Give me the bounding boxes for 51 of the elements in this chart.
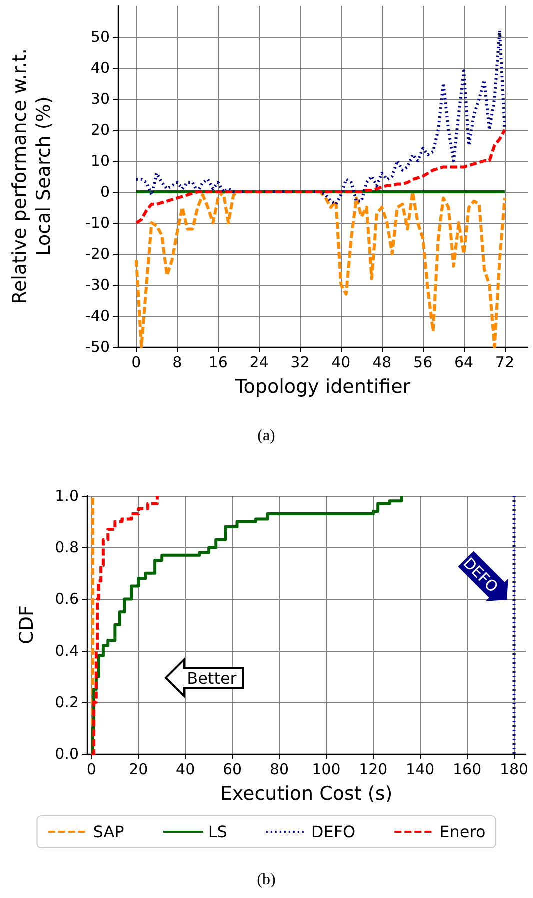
y-tick-label: -30 — [86, 276, 110, 294]
y-tick-label: 0.4 — [55, 642, 79, 660]
y-tick-label: -10 — [86, 214, 110, 232]
x-tick-label: 64 — [454, 354, 474, 372]
x-tick-label: 24 — [250, 354, 269, 372]
x-tick-label: 40 — [176, 760, 196, 778]
y-tick-label: -50 — [86, 338, 110, 356]
x-tick-label: 160 — [452, 760, 482, 778]
x-tick-label: 16 — [208, 354, 228, 372]
x-axis-title: Execution Cost (s) — [220, 783, 393, 805]
y-tick-label: 1.0 — [55, 487, 79, 505]
x-tick-label: 120 — [359, 760, 388, 778]
x-tick-label: 72 — [495, 354, 515, 372]
y-axis-title: CDF — [16, 606, 38, 644]
x-tick-label: 0 — [132, 354, 142, 372]
x-tick-label: 56 — [414, 354, 433, 372]
x-axis-title: Topology identifier — [234, 376, 411, 398]
line-series — [134, 190, 506, 348]
y-tick-label: 0 — [100, 183, 110, 201]
line-series — [134, 29, 506, 206]
y-axis-title: Relative performance w.r.t. Local Search (%) — [9, 48, 55, 304]
y-tick-label: 0.8 — [55, 538, 79, 557]
legend-label: LS — [208, 822, 228, 842]
y-tick-label: 30 — [90, 90, 110, 108]
text: (a) — [258, 428, 276, 444]
text: (b) — [257, 872, 276, 888]
x-tick-label: 20 — [129, 760, 148, 778]
line-series — [134, 128, 506, 224]
x-tick-label: 32 — [290, 354, 310, 372]
x-tick-label: 8 — [172, 354, 182, 372]
x-tick-label: 48 — [372, 354, 392, 372]
legend-label: Enero — [440, 822, 486, 842]
y-tick-label: 0.0 — [55, 745, 79, 763]
x-tick-label: 40 — [332, 354, 351, 372]
x-tick-label: 60 — [223, 760, 242, 778]
y-tick-label: 40 — [90, 59, 110, 77]
y-tick-label: 10 — [90, 152, 110, 170]
y-tick-label: 20 — [90, 121, 110, 139]
x-tick-label: 180 — [500, 760, 529, 778]
y-tick-label: -40 — [86, 307, 110, 325]
legend-label: SAP — [93, 822, 125, 842]
x-tick-label: 100 — [312, 760, 341, 778]
annotation: Better — [187, 669, 238, 688]
left-arrow-callout: Better — [165, 659, 245, 697]
y-tick-label: 0.2 — [55, 693, 79, 712]
x-tick-label: 80 — [270, 760, 290, 778]
x-tick-label: 140 — [406, 760, 435, 778]
legend-label: DEFO — [311, 822, 356, 842]
y-tick-label: 0.6 — [55, 590, 79, 608]
y-tick-label: 50 — [90, 28, 110, 46]
y-tick-label: -20 — [86, 245, 110, 263]
